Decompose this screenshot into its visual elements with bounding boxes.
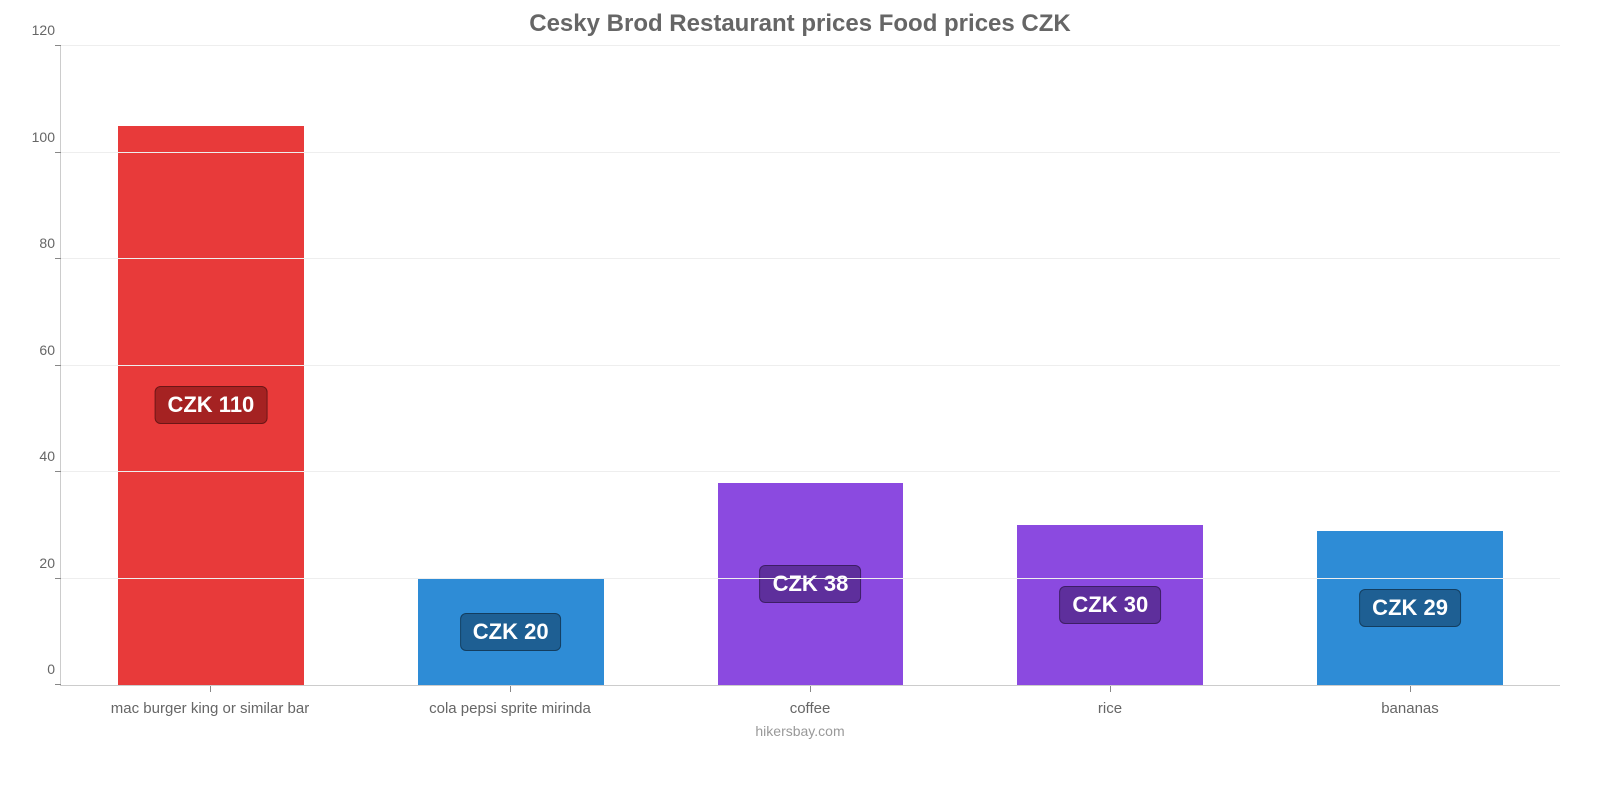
bar-slot: CZK 20 [361, 46, 661, 685]
bar-slot: CZK 30 [960, 46, 1260, 685]
gridline [61, 258, 1560, 259]
y-tick-mark [55, 684, 61, 685]
plot-area: CZK 110CZK 20CZK 38CZK 30CZK 29 02040608… [60, 46, 1560, 686]
gridline [61, 471, 1560, 472]
bar: CZK 38 [718, 483, 904, 685]
y-tick-mark [55, 45, 61, 46]
y-tick-mark [55, 365, 61, 366]
bar: CZK 110 [118, 126, 304, 685]
bar: CZK 20 [418, 579, 604, 686]
bar-slot: CZK 29 [1260, 46, 1560, 685]
bar-slot: CZK 110 [61, 46, 361, 685]
chart-source: hikersbay.com [0, 723, 1600, 739]
y-tick-label: 60 [15, 342, 55, 358]
x-tick-mark [1110, 686, 1111, 692]
x-tick-mark [210, 686, 211, 692]
bar-value-label: CZK 29 [1359, 589, 1461, 627]
y-tick-label: 80 [15, 235, 55, 251]
chart-container: Cesky Brod Restaurant prices Food prices… [0, 0, 1600, 800]
bar-slot: CZK 38 [661, 46, 961, 685]
bar-value-label: CZK 38 [760, 565, 862, 603]
x-tick-mark [810, 686, 811, 692]
y-tick-label: 0 [15, 661, 55, 677]
bar-value-label: CZK 20 [460, 613, 562, 651]
chart-title: Cesky Brod Restaurant prices Food prices… [0, 10, 1600, 38]
x-tick-mark [510, 686, 511, 692]
y-tick-label: 120 [15, 22, 55, 38]
y-tick-mark [55, 471, 61, 472]
bar-value-label: CZK 30 [1059, 586, 1161, 624]
y-tick-label: 100 [15, 129, 55, 145]
bars-row: CZK 110 CZK 20 CZK 38 CZK 30 CZK 29 [61, 46, 1560, 685]
y-tick-label: 40 [15, 448, 55, 464]
y-tick-mark [55, 258, 61, 259]
bar: CZK 29 [1317, 531, 1503, 685]
bar: CZK 30 [1017, 525, 1203, 685]
x-tick-mark [1410, 686, 1411, 692]
gridline [61, 578, 1560, 579]
bar-value-label: CZK 110 [154, 386, 267, 424]
x-axis: mac burger king or similar barcola pepsi… [60, 686, 1560, 717]
gridline [61, 152, 1560, 153]
gridline [61, 45, 1560, 46]
y-tick-mark [55, 152, 61, 153]
gridline [61, 365, 1560, 366]
y-tick-mark [55, 578, 61, 579]
y-tick-label: 20 [15, 555, 55, 571]
